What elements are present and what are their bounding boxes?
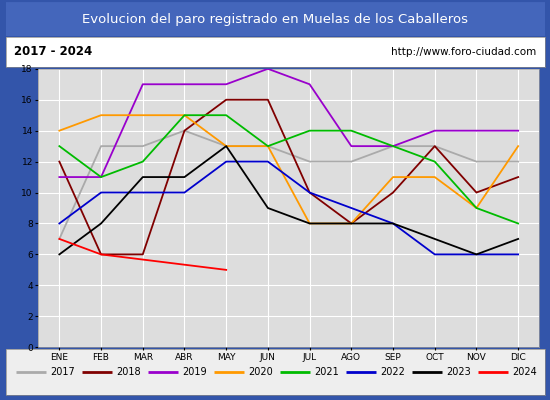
Text: 2023: 2023 [447, 367, 471, 377]
Text: 2022: 2022 [381, 367, 405, 377]
Text: 2019: 2019 [182, 367, 207, 377]
Text: Evolucion del paro registrado en Muelas de los Caballeros: Evolucion del paro registrado en Muelas … [82, 12, 468, 26]
Text: 2017 - 2024: 2017 - 2024 [14, 45, 92, 58]
Text: 2018: 2018 [116, 367, 141, 377]
Text: 2024: 2024 [513, 367, 537, 377]
Text: http://www.foro-ciudad.com: http://www.foro-ciudad.com [391, 47, 536, 57]
Text: 2021: 2021 [315, 367, 339, 377]
Text: 2020: 2020 [248, 367, 273, 377]
Text: 2017: 2017 [50, 367, 75, 377]
